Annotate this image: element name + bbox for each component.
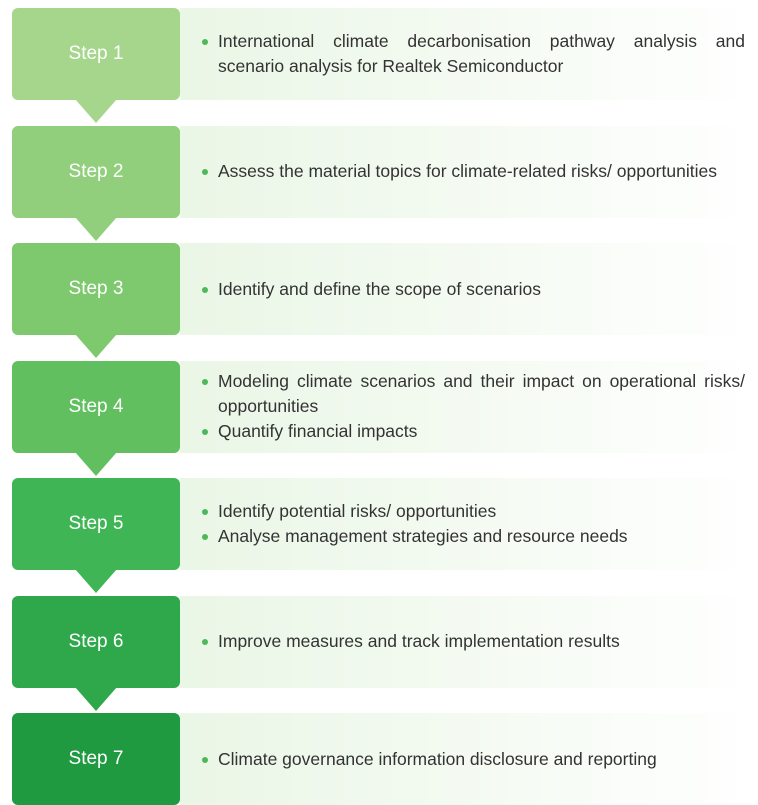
step-band — [180, 125, 758, 218]
step-row: Step 5 Identify potential risks/ opportun… — [0, 478, 758, 593]
step-band — [180, 595, 758, 688]
step-row: Step 6 Improve measures and track impleme… — [0, 595, 758, 711]
step-items: Modeling climate scenarios and their imp… — [202, 361, 745, 453]
step-items: Identify potential risks/ opportunities A… — [202, 478, 745, 570]
step-row: Step 4 Modeling climate scenarios and the… — [0, 360, 758, 476]
step-item: Identify potential risks/ opportunities — [202, 499, 745, 524]
step-band — [180, 478, 758, 570]
step-box: Step 5 — [12, 478, 180, 570]
step-arrow — [75, 99, 117, 123]
step-box: Step 7 — [12, 713, 180, 805]
step-item: Modeling climate scenarios and their imp… — [202, 369, 745, 419]
step-items: Identify and define the scope of scenari… — [202, 243, 745, 335]
step-arrow — [75, 686, 117, 711]
step-box: Step 1 — [12, 8, 180, 100]
step-item: Assess the material topics for climate-r… — [202, 159, 745, 184]
step-items: Improve measures and track implementatio… — [202, 596, 745, 688]
step-item: Identify and define the scope of scenari… — [202, 277, 745, 302]
step-box: Step 4 — [12, 360, 180, 453]
step-row: Step 3 Identify and define the scope of s… — [0, 243, 758, 358]
step-item: Quantify financial impacts — [202, 419, 745, 444]
step-item: International climate decarbonisation pa… — [202, 29, 745, 79]
step-band — [180, 360, 758, 453]
step-band — [180, 713, 758, 805]
step-arrow — [75, 216, 117, 241]
step-item: Climate governance information disclosur… — [202, 747, 745, 772]
step-row: Step 7 Climate governance information dis… — [0, 713, 758, 805]
step-arrow — [75, 569, 117, 593]
step-box: Step 2 — [12, 125, 180, 218]
step-box: Step 6 — [12, 595, 180, 688]
step-row: Step 2 Assess the material topics for cli… — [0, 125, 758, 241]
step-band — [180, 8, 758, 100]
step-items: Assess the material topics for climate-r… — [202, 126, 745, 218]
step-item: Improve measures and track implementatio… — [202, 629, 745, 654]
step-band — [180, 243, 758, 335]
step-box: Step 3 — [12, 243, 180, 335]
step-arrow — [75, 451, 117, 476]
step-arrow — [75, 334, 117, 358]
step-item: Analyse management strategies and resour… — [202, 524, 745, 549]
step-row: Step 1 International climate decarbonisat… — [0, 8, 758, 123]
step-items: Climate governance information disclosur… — [202, 713, 745, 805]
step-items: International climate decarbonisation pa… — [202, 8, 745, 100]
